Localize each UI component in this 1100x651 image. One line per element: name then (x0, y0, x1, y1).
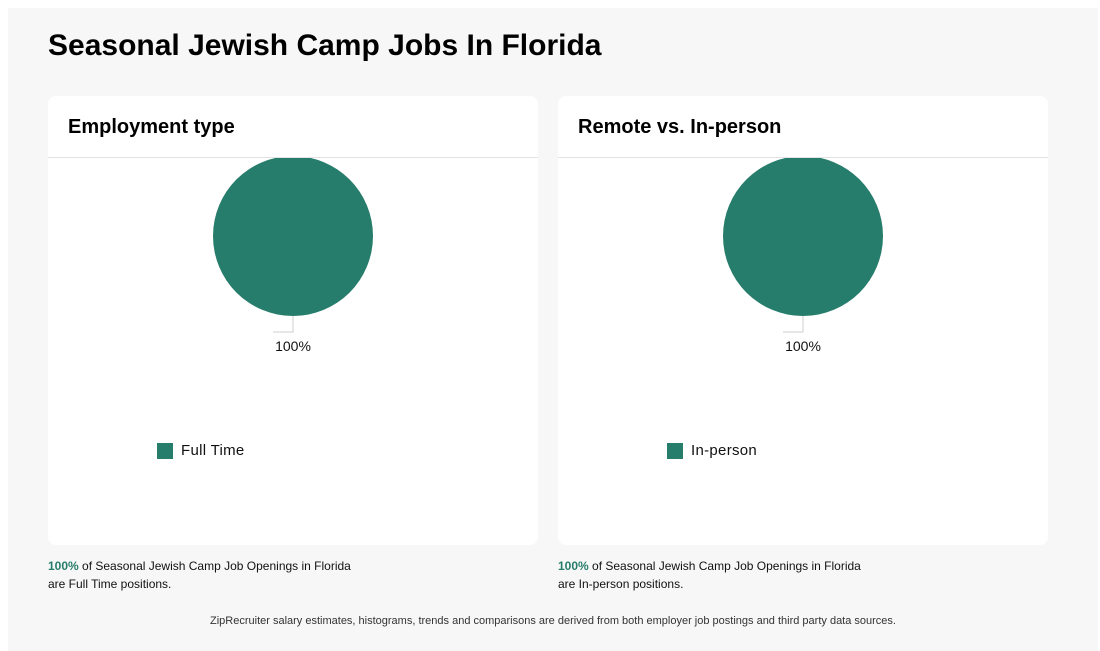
caption-percent: 100% (48, 559, 79, 573)
chart-legend: Full Time (157, 442, 245, 460)
caption-line-2: are In-person positions. (558, 577, 684, 591)
employment-type-card: Employment type 100% Full Time (48, 96, 538, 545)
data-label-leader-line (783, 316, 804, 333)
legend-label-in-person: In-person (691, 442, 758, 459)
remote-vs-in-person-card: Remote vs. In-person 100% In-person (558, 96, 1048, 545)
footer-disclaimer: ZipRecruiter salary estimates, histogram… (210, 615, 896, 627)
employment-type-pie-chart: 100% (213, 158, 373, 354)
chart-legend: In-person (667, 442, 757, 460)
caption-line-1: of Seasonal Jewish Camp Job Openings in … (588, 559, 861, 573)
caption-line-2: are Full Time positions. (48, 577, 172, 591)
remote-vs-in-person-caption: 100% of Seasonal Jewish Camp Job Opening… (558, 557, 898, 593)
legend-swatch (157, 443, 173, 459)
pie-slice-in-person (723, 158, 883, 316)
legend-swatch (667, 443, 683, 459)
employment-type-caption: 100% of Seasonal Jewish Camp Job Opening… (48, 557, 388, 593)
data-label: 100% (785, 338, 821, 354)
data-label: 100% (275, 338, 311, 354)
caption-line-1: of Seasonal Jewish Camp Job Openings in … (78, 559, 351, 573)
remote-vs-in-person-pie-chart: 100% (723, 158, 883, 354)
data-label-leader-line (273, 316, 294, 333)
caption-percent: 100% (558, 559, 589, 573)
card-title: Employment type (68, 116, 235, 138)
card-header: Remote vs. In-person (558, 96, 1048, 158)
card-title: Remote vs. In-person (578, 116, 782, 138)
legend-label-full-time: Full Time (181, 442, 245, 459)
page-container: Seasonal Jewish Camp Jobs In Florida Emp… (8, 8, 1098, 651)
pie-slice-full-time (213, 158, 373, 316)
page-title: Seasonal Jewish Camp Jobs In Florida (48, 29, 602, 62)
card-header: Employment type (48, 96, 538, 158)
